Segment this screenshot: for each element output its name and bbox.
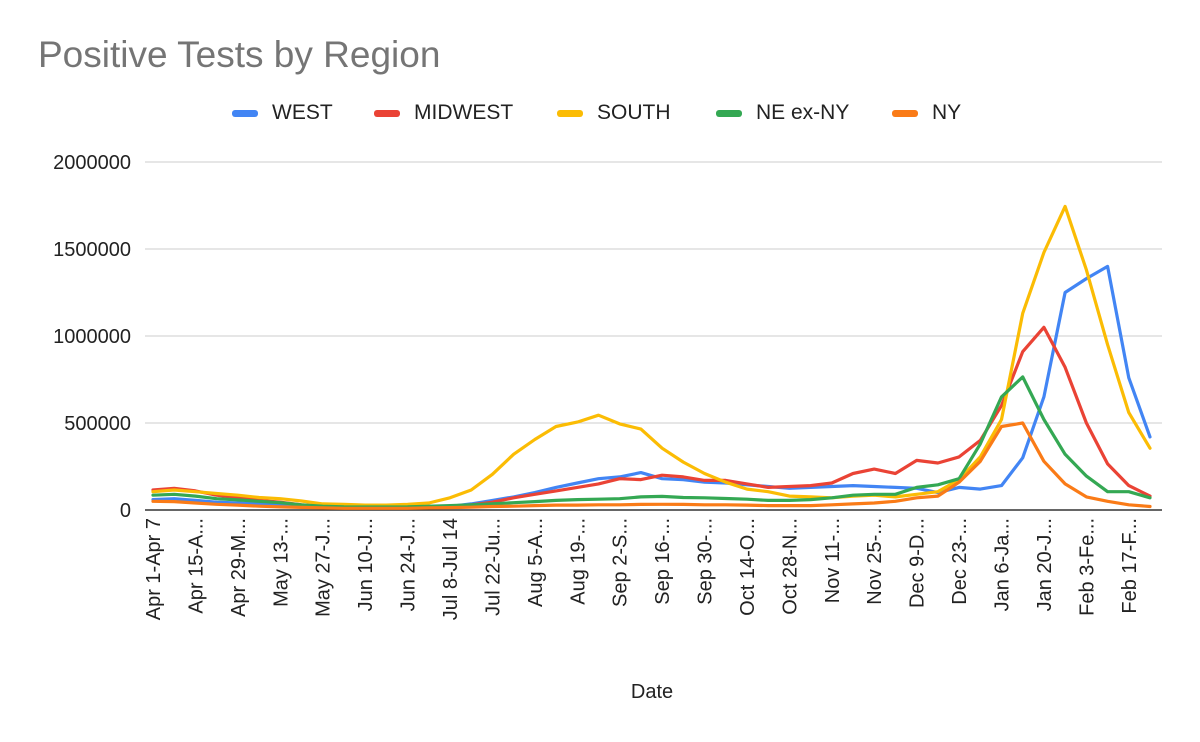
legend-swatch <box>892 109 918 117</box>
x-tick-label: Apr 1-Apr 7 <box>143 518 165 620</box>
series-line-west <box>151 264 1152 509</box>
legend-label: MIDWEST <box>414 101 514 124</box>
y-tick-label: 1000000 <box>53 326 131 348</box>
x-tick-label: Nov 11-... <box>822 518 844 603</box>
legend-label: NE ex-NY <box>756 101 850 124</box>
x-tick-label: Apr 29-M... <box>228 518 250 617</box>
legend-item-ne-ex-ny: NE ex-NY <box>716 98 849 128</box>
x-tick-label: Apr 15-A... <box>185 518 207 614</box>
x-tick-label: Dec 9-D... <box>907 518 929 608</box>
x-tick-label: Sep 2-S... <box>610 518 632 607</box>
x-tick-label: Feb 3-Fe... <box>1076 518 1098 616</box>
x-tick-label: Jul 8-Jul 14 <box>440 518 462 620</box>
x-tick-label: May 27-J... <box>313 518 335 617</box>
x-tick-label: Jan 6-Ja... <box>992 518 1014 611</box>
legend-item-midwest: MIDWEST <box>374 98 513 128</box>
y-tick-label: 1500000 <box>53 239 131 261</box>
y-tick-label: 0 <box>120 500 131 522</box>
legend-label: WEST <box>272 101 333 124</box>
legend-swatch <box>557 109 583 117</box>
x-tick-label: Oct 28-N... <box>779 518 801 615</box>
legend-label: NY <box>932 101 962 124</box>
y-tick-label: 500000 <box>64 413 131 435</box>
legend-swatch <box>232 109 258 117</box>
x-tick-label: Aug 5-A... <box>525 518 547 607</box>
x-tick-label: Dec 23-... <box>949 518 971 605</box>
x-tick-label: Jan 20-J... <box>1034 518 1056 611</box>
x-tick-label: Jun 10-J... <box>355 518 377 611</box>
legend-swatch <box>374 109 400 117</box>
x-tick-label: Sep 30-... <box>695 518 717 605</box>
x-tick-label: Oct 14-O... <box>737 518 759 616</box>
legend-item-ny: NY <box>892 98 961 128</box>
series-line-ny <box>151 421 1152 510</box>
y-tick-label: 2000000 <box>53 152 131 174</box>
x-tick-label: Jun 24-J... <box>398 518 420 611</box>
x-tick-label: Feb 17-F... <box>1119 518 1141 614</box>
x-tick-label: Jul 22-Ju... <box>482 518 504 616</box>
x-tick-label: Aug 19-... <box>567 518 589 605</box>
series-line-ne-ex-ny <box>151 375 1152 509</box>
x-tick-label: Nov 25-... <box>864 518 886 605</box>
legend-item-south: SOUTH <box>557 98 671 128</box>
x-tick-label: May 13-... <box>270 518 292 607</box>
x-tick-label: Sep 16-... <box>652 518 674 605</box>
legend-swatch <box>716 109 742 117</box>
x-axis-label: Date <box>631 681 673 703</box>
series-line-south <box>151 204 1152 507</box>
legend: WEST MIDWEST SOUTH NE ex-NY NY <box>0 98 1200 128</box>
legend-label: SOUTH <box>597 101 671 124</box>
legend-item-west: WEST <box>232 98 333 128</box>
chart-title: Positive Tests by Region <box>38 34 441 75</box>
